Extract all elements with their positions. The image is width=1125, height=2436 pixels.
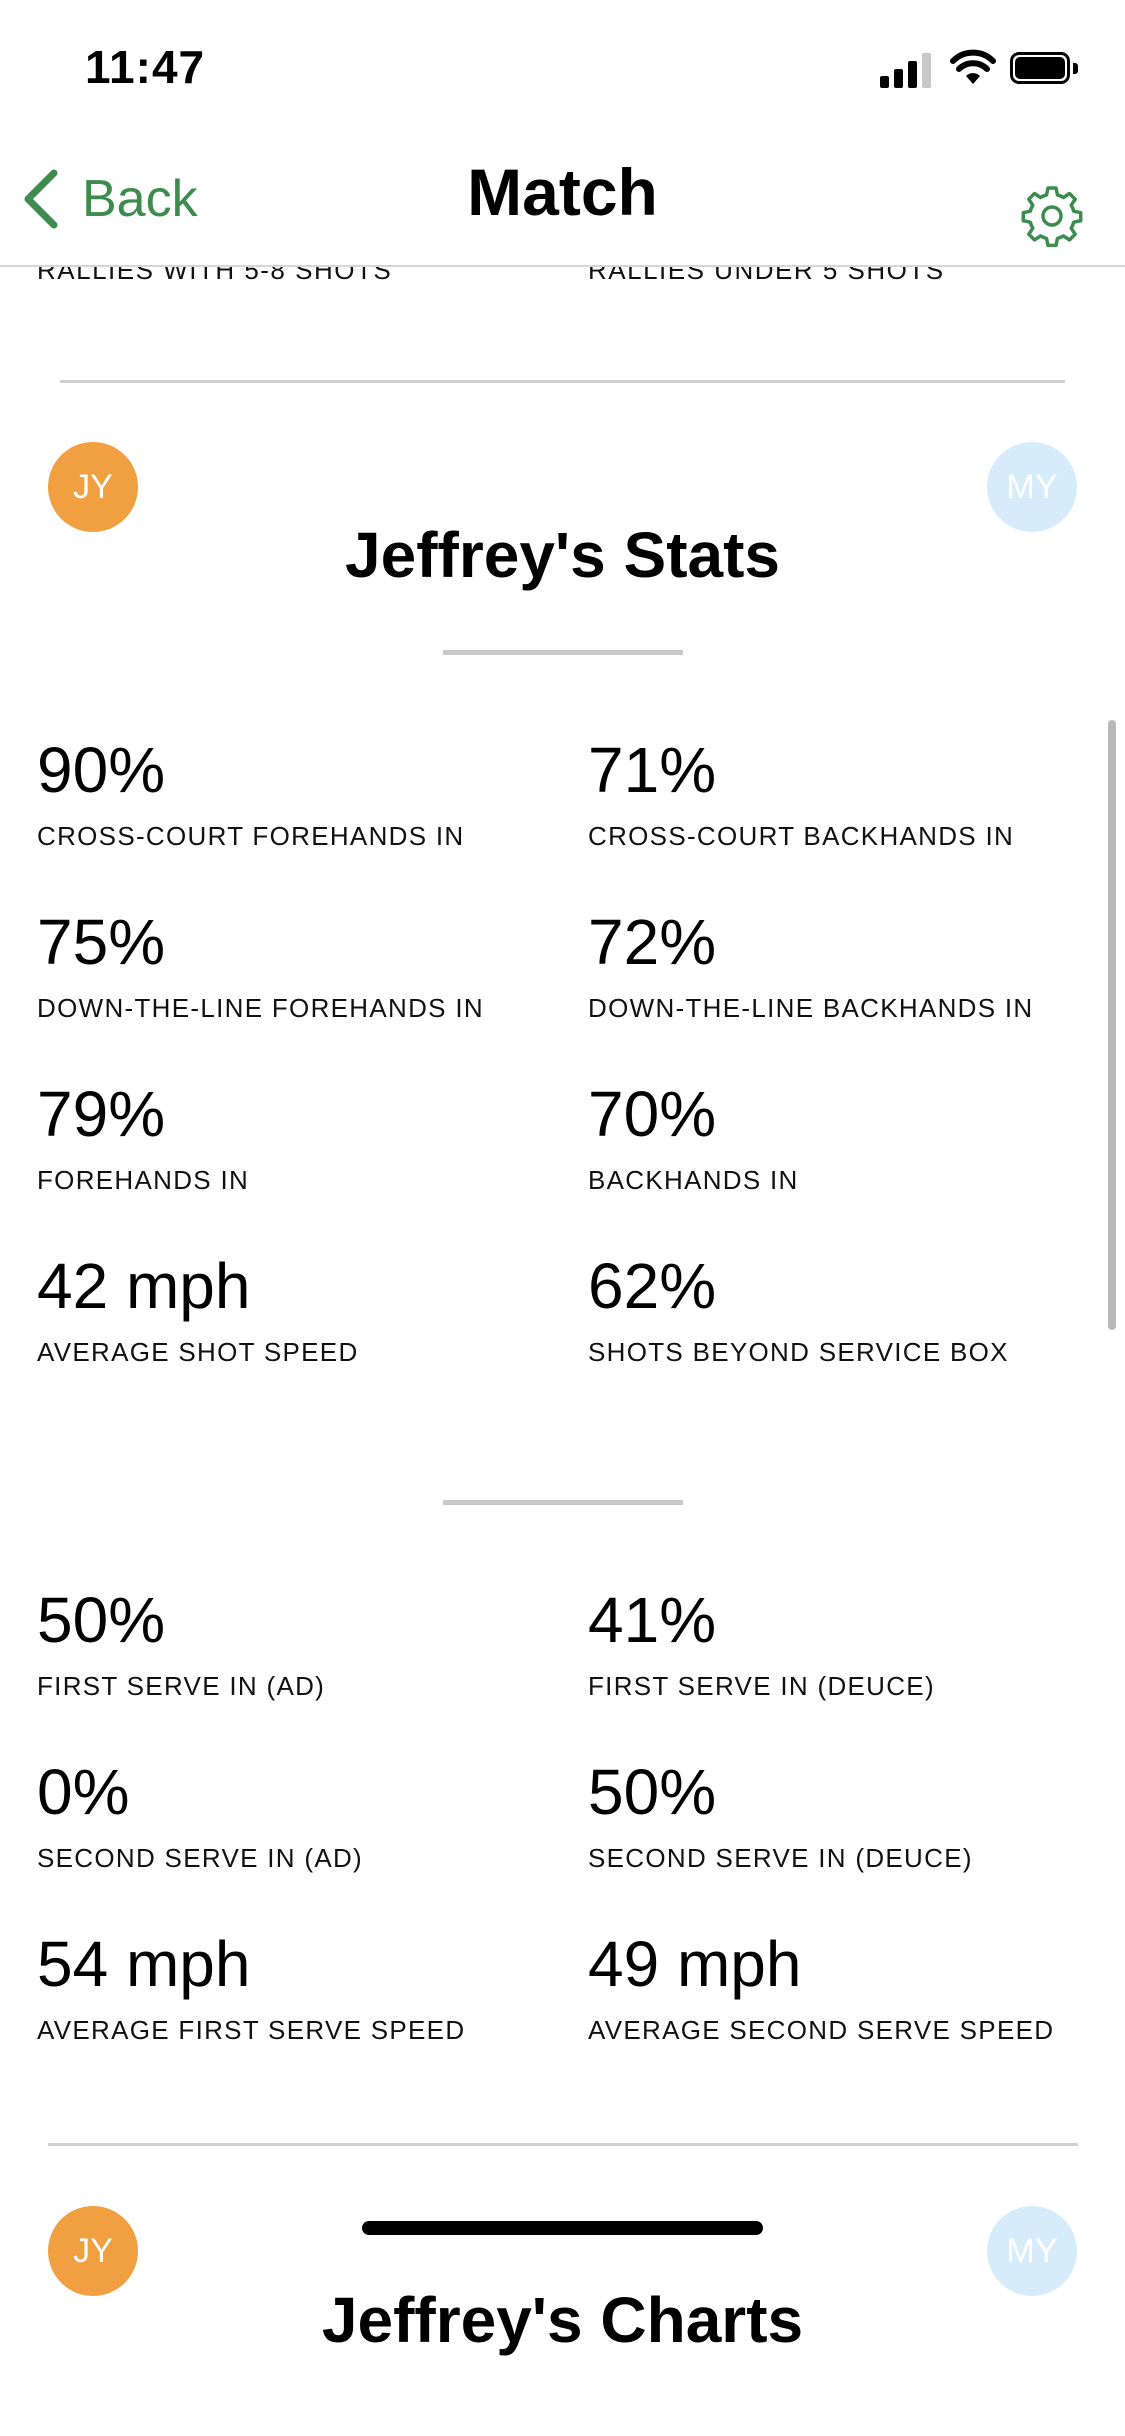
stat-label: CROSS-COURT FOREHANDS IN [37,821,465,851]
home-indicator[interactable] [362,2221,763,2235]
serve-stats-divider [443,1500,683,1505]
navigation-bar: Match Back [0,140,1125,267]
cellular-signal-icon [880,50,932,88]
scrollbar[interactable] [1108,720,1116,1330]
section-divider [48,2143,1078,2146]
avatar-my[interactable]: MY [987,442,1077,532]
section-divider [60,380,1065,383]
stat-cross-court-backhands: 71% CROSS-COURT BACKHANDS IN [588,735,1014,852]
status-time: 11:47 [85,41,206,93]
stat-down-the-line-backhands: 72% DOWN-THE-LINE BACKHANDS IN [588,907,1034,1024]
stat-label: DOWN-THE-LINE FOREHANDS IN [37,993,484,1023]
stat-first-serve-deuce: 41% FIRST SERVE IN (DEUCE) [588,1585,935,1702]
stat-label: AVERAGE SHOT SPEED [37,1337,359,1367]
charts-section-title: Jeffrey's Charts [321,2284,804,2356]
stat-value: 70% [588,1078,717,1150]
title-underline [443,650,683,655]
stat-value: 50% [588,1756,717,1828]
stat-second-serve-deuce: 50% SECOND SERVE IN (DEUCE) [588,1757,973,1874]
stat-average-first-serve-speed: 54 mph AVERAGE FIRST SERVE SPEED [37,1929,465,2046]
stat-backhands-in: 70% BACKHANDS IN [588,1079,799,1196]
wifi-icon [950,49,996,84]
stat-label: CROSS-COURT BACKHANDS IN [588,821,1015,851]
stat-value: 0% [37,1756,130,1828]
stat-label: FIRST SERVE IN (DEUCE) [588,1671,935,1701]
stat-label: AVERAGE SECOND SERVE SPEED [588,2015,1055,2045]
stat-label: AVERAGE FIRST SERVE SPEED [37,2015,466,2045]
stat-shots-beyond-service-box: 62% SHOTS BEYOND SERVICE BOX [588,1251,1009,1368]
stat-average-shot-speed: 42 mph AVERAGE SHOT SPEED [37,1251,359,1368]
stat-cross-court-forehands: 90% CROSS-COURT FOREHANDS IN [37,735,465,852]
stat-value: 72% [588,906,717,978]
chevron-left-icon [24,169,58,229]
stat-label: SECOND SERVE IN (AD) [37,1843,364,1873]
stat-label: BACKHANDS IN [588,1165,799,1195]
stat-value: 42 mph [37,1250,251,1322]
page-title: Match [467,155,658,229]
stat-value: 90% [37,734,166,806]
status-bar: 11:47 [0,0,1125,140]
stat-label: SHOTS BEYOND SERVICE BOX [588,1337,1009,1367]
stat-value: 75% [37,906,166,978]
stat-value: 50% [37,1584,166,1656]
gear-icon[interactable] [1020,184,1084,248]
stat-first-serve-ad: 50% FIRST SERVE IN (AD) [37,1585,325,1702]
back-button-label: Back [82,170,198,228]
avatar-my[interactable]: MY [987,2206,1077,2296]
stat-label: FIRST SERVE IN (AD) [37,1671,326,1701]
stat-down-the-line-forehands: 75% DOWN-THE-LINE FOREHANDS IN [37,907,484,1024]
stat-label: DOWN-THE-LINE BACKHANDS IN [588,993,1034,1023]
stat-value: 49 mph [588,1928,802,2000]
stat-value: 41% [588,1584,717,1656]
battery-icon [1010,52,1080,86]
stat-value: 71% [588,734,717,806]
stat-value: 79% [37,1078,166,1150]
avatar-jy[interactable]: JY [48,442,138,532]
stat-average-second-serve-speed: 49 mph AVERAGE SECOND SERVE SPEED [588,1929,1054,2046]
stats-section-title: Jeffrey's Stats [345,519,780,591]
avatar-jy[interactable]: JY [48,2206,138,2296]
stat-second-serve-ad: 0% SECOND SERVE IN (AD) [37,1757,363,1874]
stat-value: 62% [588,1250,717,1322]
stat-label: FOREHANDS IN [37,1165,250,1195]
stat-value: 54 mph [37,1928,251,2000]
stat-forehands-in: 79% FOREHANDS IN [37,1079,249,1196]
back-button[interactable]: Back [22,168,198,230]
stat-label: SECOND SERVE IN (DEUCE) [588,1843,973,1873]
